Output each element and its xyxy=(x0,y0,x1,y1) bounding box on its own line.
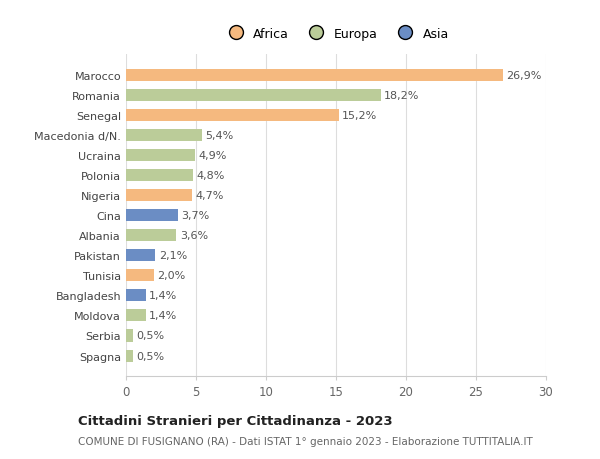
Bar xyxy=(126,230,176,242)
Bar xyxy=(126,250,155,262)
Text: 15,2%: 15,2% xyxy=(342,111,377,121)
Text: 4,7%: 4,7% xyxy=(196,191,224,201)
Bar xyxy=(126,290,146,302)
Text: 3,6%: 3,6% xyxy=(180,231,208,241)
Text: 0,5%: 0,5% xyxy=(137,351,164,361)
Bar xyxy=(126,310,146,322)
Bar xyxy=(126,150,194,162)
Text: 26,9%: 26,9% xyxy=(506,71,541,81)
Bar xyxy=(126,110,339,122)
Text: 3,7%: 3,7% xyxy=(181,211,209,221)
Bar xyxy=(126,170,193,182)
Bar xyxy=(126,130,202,142)
Text: 2,0%: 2,0% xyxy=(157,271,186,281)
Bar xyxy=(126,330,133,342)
Text: 18,2%: 18,2% xyxy=(385,91,419,101)
Text: 4,9%: 4,9% xyxy=(198,151,226,161)
Bar xyxy=(126,210,178,222)
Text: 2,1%: 2,1% xyxy=(159,251,187,261)
Text: COMUNE DI FUSIGNANO (RA) - Dati ISTAT 1° gennaio 2023 - Elaborazione TUTTITALIA.: COMUNE DI FUSIGNANO (RA) - Dati ISTAT 1°… xyxy=(78,437,533,446)
Legend: Africa, Europa, Asia: Africa, Europa, Asia xyxy=(218,23,454,46)
Text: 0,5%: 0,5% xyxy=(137,331,164,341)
Bar xyxy=(126,190,192,202)
Text: 4,8%: 4,8% xyxy=(197,171,225,181)
Text: 5,4%: 5,4% xyxy=(205,131,233,141)
Bar xyxy=(126,70,503,82)
Bar xyxy=(126,270,154,282)
Text: 1,4%: 1,4% xyxy=(149,291,178,301)
Text: 1,4%: 1,4% xyxy=(149,311,178,321)
Bar xyxy=(126,90,381,102)
Text: Cittadini Stranieri per Cittadinanza - 2023: Cittadini Stranieri per Cittadinanza - 2… xyxy=(78,414,392,428)
Bar xyxy=(126,350,133,362)
